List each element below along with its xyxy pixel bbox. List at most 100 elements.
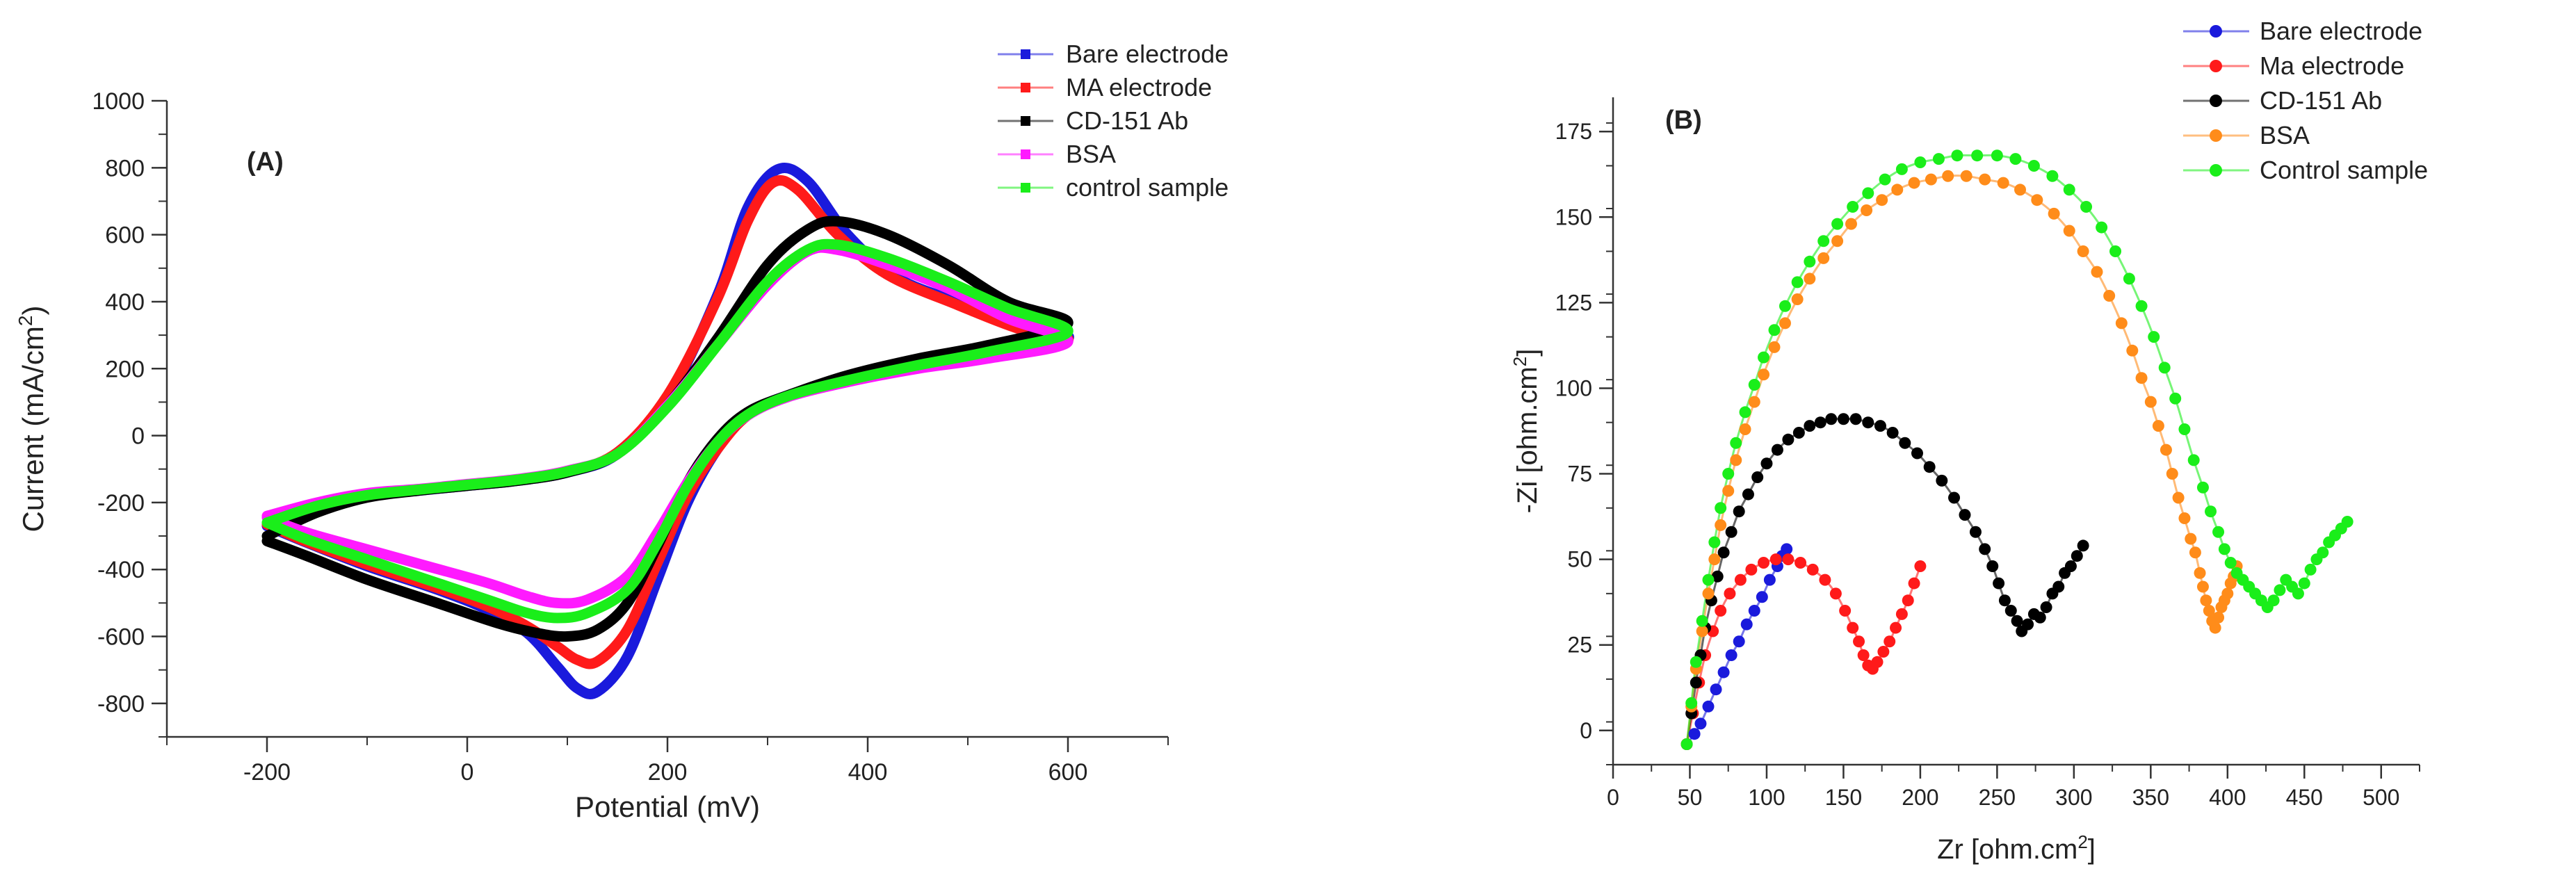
panel-b-point-ma-electrode — [1829, 587, 1842, 600]
panel-b-x-tick-label: 450 — [2286, 785, 2323, 810]
panel-b-point-cd-151-ab — [1886, 426, 1899, 439]
panel-b-point-bsa — [2063, 225, 2075, 237]
panel-b-point-cd-151-ab — [1760, 457, 1773, 470]
panel-b-point-ma-electrode — [1871, 656, 1884, 668]
panel-b-point-control-sample — [2135, 300, 2148, 312]
panel-a-legend-marker-ma-electrode — [1021, 83, 1030, 92]
panel-b-point-cd-151-ab — [2004, 604, 2017, 617]
panel-b-point-control-sample — [1696, 615, 1708, 627]
panel-b-point-bsa — [1779, 317, 1791, 330]
panel-a-y-tick-label: 800 — [105, 155, 145, 181]
panel-b-legend-label-bsa: BSA — [2260, 121, 2310, 149]
panel-b-y-tick-label: 25 — [1567, 633, 1592, 658]
panel-b-point-ma-electrode — [1839, 604, 1852, 617]
panel-b-x-tick-label: 400 — [2209, 785, 2246, 810]
panel-b-point-bsa — [2103, 290, 2116, 302]
panel-a-y-tick-label: -200 — [97, 490, 145, 517]
panel-b-point-bare-electrode — [1710, 683, 1722, 696]
panel-b-point-control-sample — [2096, 221, 2108, 234]
panel-a-curve-control-sample — [261, 238, 1074, 624]
panel-b-point-control-sample — [1862, 187, 1874, 200]
panel-b-legend-marker-bare-electrode — [2210, 25, 2222, 38]
panel-b-point-ma-electrode — [1769, 553, 1782, 566]
panel-b-point-control-sample — [2317, 546, 2329, 559]
panel-b-point-cd-151-ab — [2071, 550, 2083, 562]
panel-b-point-bsa — [2212, 611, 2225, 624]
panel-b-point-bsa — [1791, 293, 1804, 305]
panel-b-legend-marker-cd-151-ab — [2210, 95, 2222, 107]
panel-b-point-control-sample — [1779, 300, 1791, 312]
panel-b-point-bsa — [1979, 173, 1991, 186]
panel-b-legend-marker-bsa — [2210, 129, 2222, 142]
panel-a-legend-label-bare-electrode: Bare electrode — [1066, 40, 1229, 68]
panel-b-point-cd-151-ab — [1837, 413, 1849, 425]
panel-b-point-bsa — [2196, 580, 2209, 593]
panel-b-point-cd-151-ab — [1936, 474, 1948, 487]
panel-b-point-cd-151-ab — [1814, 416, 1826, 429]
panel-b-y-tick-label: 50 — [1567, 547, 1592, 572]
panel-b-point-bsa — [2189, 546, 2201, 559]
panel-b-point-control-sample — [2178, 423, 2191, 436]
panel-b-point-control-sample — [1971, 149, 1984, 162]
panel-b-point-bsa — [2172, 491, 2185, 504]
panel-b-point-bsa — [2144, 396, 2157, 408]
panel-b-point-bsa — [2203, 604, 2215, 617]
panel-b-point-bsa — [1768, 341, 1781, 353]
panel-a-y-tick-label: 400 — [105, 289, 145, 316]
panel-b-point-control-sample — [1702, 574, 1715, 586]
panel-b-y-tick-label: 125 — [1555, 290, 1592, 315]
panel-b-point-bare-electrode — [1688, 728, 1701, 740]
panel-b-point-bsa — [2115, 317, 2128, 330]
panel-b-y-tick-label: 0 — [1580, 718, 1592, 743]
panel-b-point-cd-151-ab — [1986, 560, 1999, 572]
panel-b-point-control-sample — [1758, 351, 1770, 364]
panel-b-point-control-sample — [1748, 379, 1760, 391]
panel-b-point-control-sample — [2267, 594, 2280, 607]
panel-b-point-control-sample — [2158, 361, 2171, 374]
panel-b-point-bsa — [2091, 266, 2103, 278]
panel-b-point-bare-electrode — [1763, 574, 1776, 586]
panel-b-point-bare-electrode — [1748, 604, 1760, 617]
panel-a: -200 0 200 400 600 -800 -600 -400 -200 0 200 400 600… — [15, 40, 1229, 823]
panel-b-point-bsa — [2178, 512, 2191, 525]
panel-b-point-bsa — [2152, 420, 2164, 432]
panel-b-point-ma-electrode — [1795, 557, 1807, 569]
panel-b-point-cd-151-ab — [1923, 461, 1936, 473]
panel-b-x-tick-label: 250 — [1979, 785, 2016, 810]
panel-b-point-cd-151-ab — [1725, 526, 1737, 538]
panel-b-point-ma-electrode — [1877, 646, 1890, 658]
panel-b-point-bsa — [1817, 252, 1830, 264]
panel-b-legend-marker-control-sample — [2210, 164, 2222, 177]
panel-b-point-bsa — [2166, 468, 2178, 480]
panel-b-label: (B) — [1665, 106, 1702, 135]
panel-b-point-cd-151-ab — [1804, 420, 1816, 432]
panel-b-point-control-sample — [2212, 526, 2225, 538]
panel-a-y-tick-label: -400 — [97, 557, 145, 583]
panel-b-point-control-sample — [2218, 543, 2230, 555]
panel-b-point-control-sample — [2224, 557, 2237, 569]
panel-b: 0 50 100 150 200 250 300 350 400 450 500 0 25 50 75 100… — [1509, 17, 2428, 865]
panel-b-point-bsa — [1708, 553, 1721, 566]
panel-a-x-tick-label: 0 — [461, 759, 474, 786]
panel-b-point-bsa — [2135, 372, 2148, 384]
panel-b-point-bsa — [1739, 423, 1751, 436]
panel-b-point-control-sample — [1722, 468, 1735, 480]
panel-b-x-tick-label: 50 — [1678, 785, 1703, 810]
panel-b-point-cd-151-ab — [1825, 413, 1838, 425]
panel-b-point-bare-electrode — [1702, 700, 1715, 713]
panel-b-point-ma-electrode — [1819, 574, 1831, 586]
panel-b-point-bsa — [2200, 594, 2212, 607]
panel-b-point-control-sample — [1932, 153, 1945, 165]
panel-b-legend-label-ma-electrode: Ma electrode — [2260, 51, 2404, 80]
panel-a-curve-bare-electrode — [261, 162, 1074, 699]
panel-b-point-ma-electrode — [1745, 563, 1758, 576]
panel-b-point-cd-151-ab — [1969, 526, 1982, 538]
panel-a-legend-label-cd-151-ab: CD-151 Ab — [1066, 106, 1188, 135]
panel-a-legend-marker-control-sample — [1021, 183, 1030, 193]
panel-b-point-ma-electrode — [1853, 635, 1865, 648]
panel-a-legend-label-control-sample: control sample — [1066, 173, 1229, 202]
panel-b-point-cd-151-ab — [1899, 437, 1911, 449]
panel-b-point-cd-151-ab — [1717, 546, 1730, 559]
panel-b-point-cd-151-ab — [1751, 471, 1764, 483]
panel-a-legend-marker-cd-151-ab — [1021, 116, 1030, 126]
